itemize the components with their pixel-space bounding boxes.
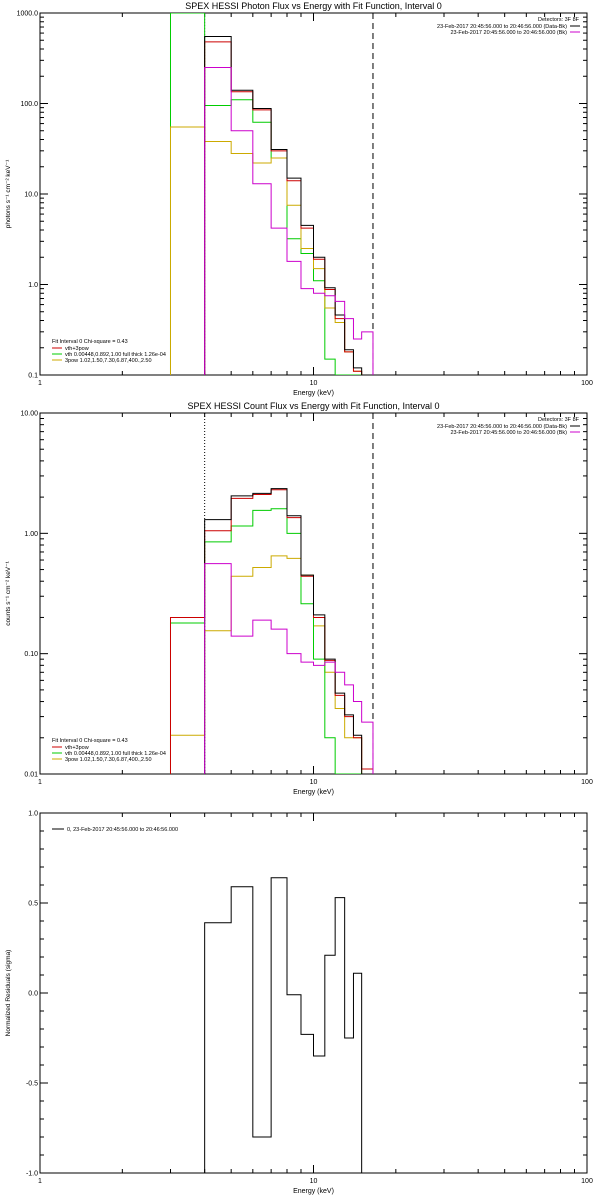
x-tick-label: 100 xyxy=(581,779,593,786)
y-tick-label: 0.10 xyxy=(24,651,38,658)
chart-panel-2: SPEX HESSI Count Flux vs Energy with Fit… xyxy=(5,401,593,796)
y-axis-label: photons s⁻¹ cm⁻² keV⁻¹ xyxy=(5,159,12,228)
legend-label: 23-Feb-2017 20:45:56.000 to 20:46:56.000… xyxy=(450,430,567,436)
y-tick-label: 1000.0 xyxy=(17,11,39,18)
plot-frame xyxy=(39,812,588,1174)
series-magenta xyxy=(204,66,374,375)
y-tick-label: -0.5 xyxy=(26,1081,38,1088)
series-magenta xyxy=(204,563,374,774)
y-tick-label: 1.0 xyxy=(28,282,38,289)
legend-label: 23-Feb-2017 20:45:56.000 to 20:46:56.000… xyxy=(437,24,567,30)
y-tick-label: 100.0 xyxy=(20,101,38,108)
y-tick-label: 10.00 xyxy=(20,411,38,418)
y-tick-label: 1.00 xyxy=(24,531,38,538)
y-tick-label: 1.0 xyxy=(28,811,38,818)
fit-legend-title: Fit Interval 0 Chi-square = 0.43 xyxy=(52,339,128,345)
y-tick-label: 0.01 xyxy=(24,772,38,779)
legend-label: 23-Feb-2017 20:45:56.000 to 20:46:56.000… xyxy=(437,424,567,430)
chart-title: SPEX HESSI Photon Flux vs Energy with Fi… xyxy=(185,1,442,11)
fit-legend-label: 3pow 1.02,1.50,7.30,6.87,400.,2.50 xyxy=(65,358,152,364)
y-tick-label: -1.0 xyxy=(26,1171,38,1178)
fit-legend-label: vth+3pow xyxy=(65,346,89,352)
chart-panel-1: SPEX HESSI Photon Flux vs Energy with Fi… xyxy=(5,1,593,397)
fit-legend-label: vth+3pow xyxy=(65,745,89,751)
x-tick-label: 10 xyxy=(310,779,318,786)
fit-legend-title: Fit Interval 0 Chi-square = 0.43 xyxy=(52,738,128,744)
series-red xyxy=(169,489,374,774)
x-tick-label: 1 xyxy=(38,1178,42,1185)
x-tick-label: 100 xyxy=(581,1178,593,1185)
y-axis-label: counts s⁻¹ cm⁻² keV⁻¹ xyxy=(5,560,12,625)
x-axis-label: Energy (keV) xyxy=(293,390,334,397)
legend-title: Detectors: 3F 8F xyxy=(538,417,580,423)
series-yellow xyxy=(169,555,373,774)
fit-legend-label: vth 0.00448,0.892,1.00 full thick 1.26e-… xyxy=(65,751,166,757)
chart-panel-3: Energy (keV) Normalized Residuals (sigma)… xyxy=(5,811,593,1196)
y-tick-label: 0.5 xyxy=(28,901,38,908)
x-tick-label: 1 xyxy=(38,779,42,786)
fit-legend-label: vth 0.00448,0.892,1.00 full thick 1.26e-… xyxy=(65,352,166,358)
y-tick-label: 0.1 xyxy=(28,373,38,380)
y-tick-label: 10.0 xyxy=(24,192,38,199)
x-tick-label: 10 xyxy=(310,380,318,387)
series-yellow xyxy=(169,126,373,375)
legend-title: Detectors: 3F 8F xyxy=(538,17,580,23)
series-red xyxy=(204,41,373,375)
chart-title: SPEX HESSI Count Flux vs Energy with Fit… xyxy=(187,401,439,411)
x-axis-label: Energy (keV) xyxy=(293,789,334,796)
x-tick-label: 1 xyxy=(38,380,42,387)
x-axis-label: Energy (keV) xyxy=(293,1188,334,1195)
x-tick-label: 100 xyxy=(581,380,593,387)
fit-legend-label: 3pow 1.02,1.50,7.30,6.87,400.,2.50 xyxy=(65,757,152,763)
series-black xyxy=(204,877,373,1173)
legend-label: 0, 23-Feb-2017 20:45:56.000 to 20:46:56.… xyxy=(67,827,178,833)
y-tick-label: 0.0 xyxy=(28,991,38,998)
series-green xyxy=(169,508,373,774)
legend-label: 23-Feb-2017 20:45:56.000 to 20:46:56.000… xyxy=(450,30,567,36)
series-green xyxy=(169,13,373,375)
series-black xyxy=(204,35,373,375)
plot-frame xyxy=(39,12,588,376)
x-tick-label: 10 xyxy=(310,1178,318,1185)
y-axis-label: Normalized Residuals (sigma) xyxy=(5,950,12,1037)
series-black xyxy=(204,488,373,774)
